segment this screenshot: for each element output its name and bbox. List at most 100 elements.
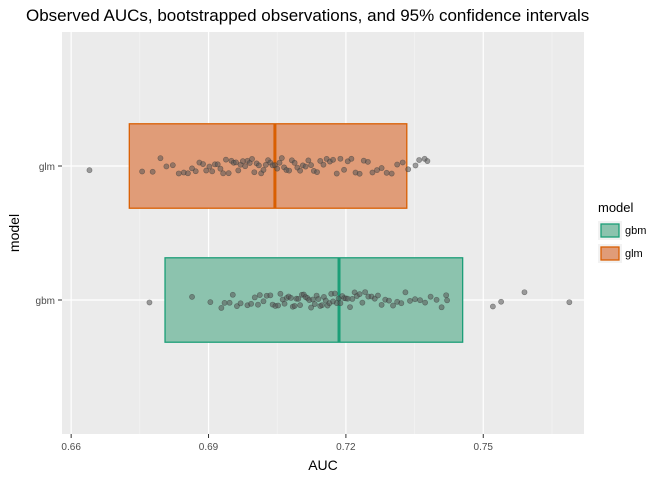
bootstrap-point-gbm (221, 299, 228, 306)
bootstrap-point-glm (394, 161, 401, 168)
y-tick-label-glm: glm (39, 162, 55, 173)
bootstrap-point-gbm (146, 299, 153, 306)
bootstrap-point-gbm (402, 289, 409, 296)
bootstrap-point-gbm (347, 304, 353, 311)
bootstrap-point-glm (337, 155, 344, 162)
bootstrap-point-gbm (275, 302, 282, 309)
bootstrap-point-gbm (260, 298, 267, 305)
bootstrap-point-gbm (444, 297, 450, 304)
bootstrap-point-glm (260, 167, 267, 173)
chart-title: Observed AUCs, bootstrapped observations… (26, 6, 589, 25)
bootstrap-point-glm (163, 163, 170, 170)
bootstrap-point-gbm (417, 297, 423, 304)
y-axis-ticks: gbm glm (36, 162, 62, 307)
bootstrap-point-glm (209, 168, 216, 175)
bootstrap-point-glm (333, 170, 340, 177)
bootstrap-point-glm (405, 166, 412, 173)
bootstrap-point-glm (302, 163, 309, 170)
bootstrap-point-glm (278, 155, 285, 161)
bootstrap-point-glm (424, 158, 431, 164)
x-axis-title: AUC (308, 457, 338, 473)
bootstrap-point-gbm (390, 302, 396, 309)
x-tick-label: 0.66 (61, 442, 81, 453)
bootstrap-point-gbm (308, 304, 314, 311)
legend-key-gbm (600, 223, 620, 238)
bootstrap-point-glm (251, 169, 258, 176)
bootstrap-point-gbm (311, 301, 318, 307)
bootstrap-point-glm (286, 167, 293, 174)
bootstrap-point-gbm (362, 289, 369, 295)
x-tick-label: 0.75 (474, 442, 494, 453)
bootstrap-point-glm (249, 156, 255, 162)
legend-label-glm: glm (625, 248, 643, 260)
bootstrap-point-glm (217, 165, 224, 172)
bootstrap-point-gbm (443, 292, 450, 299)
bootstrap-point-gbm (433, 296, 440, 303)
bootstrap-point-glm (214, 161, 221, 168)
legend-key-glm (600, 246, 620, 261)
bootstrap-point-gbm (315, 296, 322, 302)
bootstrap-point-gbm (288, 294, 294, 301)
bootstrap-point-glm (383, 169, 390, 176)
bootstrap-point-glm (378, 165, 385, 171)
bootstrap-point-glm (388, 170, 395, 177)
bootstrap-point-glm (86, 167, 93, 174)
bootstrap-point-gbm (566, 299, 573, 306)
bootstrap-point-glm (416, 157, 423, 163)
bootstrap-point-gbm (281, 300, 288, 307)
bootstrap-point-gbm (277, 290, 284, 297)
bootstrap-point-glm (233, 159, 239, 166)
bootstrap-point-gbm (218, 305, 225, 311)
bootstrap-point-gbm (422, 299, 429, 306)
bootstrap-point-glm (364, 158, 371, 165)
bootstrap-point-gbm (521, 289, 528, 296)
bootstrap-point-glm (206, 163, 213, 170)
bootstrap-point-glm (185, 170, 191, 177)
bootstrap-point-gbm (251, 294, 258, 301)
bootstrap-point-glm (276, 159, 283, 166)
bootstrap-point-glm (314, 169, 320, 176)
bootstrap-point-glm (192, 168, 199, 175)
bootstrap-point-glm (356, 170, 363, 177)
x-tick-label: 0.72 (336, 442, 356, 453)
bootstrap-point-gbm (226, 299, 233, 306)
bootstrap-point-gbm (332, 290, 338, 297)
bootstrap-point-gbm (489, 303, 496, 310)
bootstrap-point-gbm (207, 299, 214, 306)
legend: model gbm glm (598, 200, 646, 263)
bootstrap-point-gbm (319, 302, 325, 309)
bootstrap-point-gbm (255, 301, 261, 308)
bootstrap-point-glm (297, 167, 304, 174)
plot-panel (62, 32, 584, 434)
bootstrap-point-gbm (375, 292, 381, 299)
bootstrap-point-glm (308, 162, 314, 169)
bootstrap-point-glm (262, 161, 269, 168)
x-axis-ticks: 0.66 0.69 0.72 0.75 (61, 434, 493, 453)
bootstrap-point-glm (200, 161, 206, 167)
bootstrap-point-gbm (297, 302, 304, 309)
bootstrap-point-gbm (237, 300, 244, 307)
bootstrap-point-gbm (398, 300, 405, 307)
bootstrap-point-glm (235, 167, 242, 174)
bootstrap-point-glm (175, 170, 182, 177)
bootstrap-point-gbm (378, 301, 385, 308)
bootstrap-point-gbm (189, 293, 195, 300)
x-tick-label: 0.69 (199, 442, 219, 453)
bootstrap-point-glm (317, 158, 324, 164)
bootstrap-point-gbm (498, 298, 505, 305)
bootstrap-point-glm (223, 156, 229, 163)
bootstrap-point-gbm (349, 295, 356, 302)
bootstrap-point-glm (348, 155, 355, 162)
bootstrap-point-gbm (407, 297, 413, 304)
y-tick-label-gbm: gbm (36, 296, 55, 307)
bootstrap-point-glm (139, 168, 146, 175)
bootstrap-point-glm (255, 162, 262, 169)
bootstrap-point-glm (225, 170, 232, 177)
bootstrap-point-gbm (337, 300, 344, 307)
bootstrap-point-gbm (295, 295, 302, 302)
bootstrap-point-gbm (412, 296, 418, 303)
bootstrap-point-gbm (386, 297, 392, 304)
bootstrap-point-glm (369, 169, 376, 176)
bootstrap-point-gbm (356, 291, 363, 298)
